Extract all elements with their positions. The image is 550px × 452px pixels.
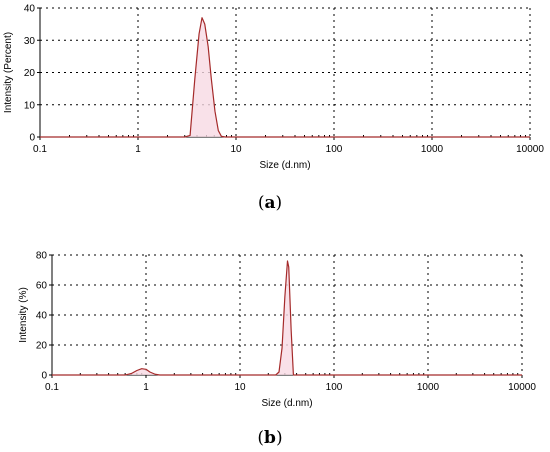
x-tick-label: 1000 [417,382,440,393]
y-tick-label: 0 [41,371,47,382]
x-tick-label: 1000 [421,144,444,155]
caption-a: (a) [258,193,282,213]
x-tick-label: 10 [234,382,246,393]
y-tick-label: 10 [24,100,36,111]
x-axis-label: Size (d.nm) [261,398,312,409]
x-tick-label: 10000 [508,382,536,393]
x-tick-label: 100 [326,144,343,155]
series-line [40,17,530,138]
x-tick-label: 1 [135,144,141,155]
series-area [40,17,530,137]
y-tick-label: 30 [24,36,36,47]
x-tick-label: 10000 [516,144,544,155]
chart-panel-b: 0 20 40 60 80 0.1 1 10 100 1000 10000 Size (d.nm) In… [18,251,536,410]
chart-panel-a: 0 10 20 30 40 0.1 1 10 100 1000 10000 Size (d.nm) In… [3,4,544,172]
x-tick-label: 10 [230,144,242,155]
caption-b: (b) [257,428,282,448]
y-tick-label: 20 [24,68,36,79]
x-tick-label: 0.1 [33,144,47,155]
x-tick-label: 100 [326,382,343,393]
y-tick-label: 40 [24,4,36,15]
series-line [52,260,522,376]
y-axis-label: Intensity (Percent) [3,32,14,113]
x-tick-label: 0.1 [45,382,59,393]
y-tick-label: 80 [36,251,48,262]
y-tick-label: 60 [36,281,48,292]
x-tick-label: 1 [143,382,149,393]
x-axis-label: Size (d.nm) [259,160,310,171]
y-tick-label: 0 [29,133,35,144]
y-axis-label: Intensity (%) [18,287,29,343]
series-area [52,261,522,375]
y-tick-label: 40 [36,311,48,322]
y-tick-label: 20 [36,341,48,352]
